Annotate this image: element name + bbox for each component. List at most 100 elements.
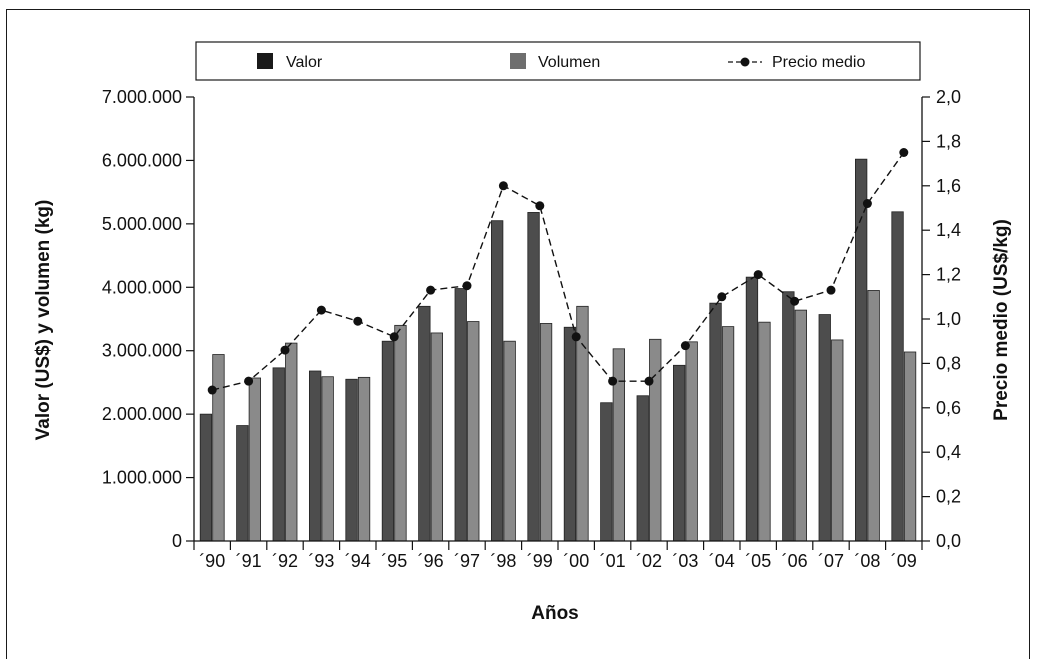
x-tick-label: ´03 xyxy=(672,551,698,571)
bar-valor xyxy=(236,425,249,542)
bar-volumen xyxy=(357,376,371,542)
price-point xyxy=(826,285,836,295)
price-point xyxy=(462,281,472,291)
price-point xyxy=(207,385,217,395)
price-point xyxy=(353,316,363,326)
bar-valor xyxy=(563,326,577,542)
bar-valor xyxy=(527,212,540,542)
left-tick-label: 4.000.000 xyxy=(102,277,182,297)
price-point xyxy=(717,292,727,302)
x-tick-label: ´08 xyxy=(854,551,880,571)
bar-valor xyxy=(381,340,395,542)
legend: Valor Volumen Precio medio xyxy=(195,41,921,81)
right-tick-label: 1,4 xyxy=(936,220,961,240)
bar-valor xyxy=(891,211,904,542)
right-tick-label: 1,6 xyxy=(936,176,961,196)
bar-volumen xyxy=(758,321,771,542)
bar-volumen xyxy=(794,309,807,542)
bar-volumen xyxy=(831,339,844,542)
x-tick-label: ´05 xyxy=(745,551,771,571)
bar-valor xyxy=(600,402,613,542)
price-point xyxy=(644,376,654,386)
bar-valor xyxy=(782,291,795,542)
price-point xyxy=(389,332,399,342)
x-tick-label: ´94 xyxy=(345,551,371,571)
chart-frame xyxy=(6,9,1030,659)
price-point xyxy=(244,376,254,386)
right-tick-label: 0,6 xyxy=(936,398,961,418)
bar-valor xyxy=(855,158,868,542)
price-point xyxy=(680,341,690,351)
price-point xyxy=(535,201,545,211)
x-tick-label: ´02 xyxy=(636,551,662,571)
bar-valor xyxy=(636,395,649,542)
left-axis-title: Valor (US$) y volumen (kg) xyxy=(33,200,54,441)
bar-valor xyxy=(709,302,722,542)
x-tick-label: ´91 xyxy=(236,551,262,571)
bar-volumen xyxy=(394,324,407,542)
legend-label-precio: Precio medio xyxy=(772,54,865,71)
right-tick-label: 0,4 xyxy=(936,442,961,462)
bar-volumen xyxy=(321,376,334,542)
x-tick-label: ´92 xyxy=(272,551,298,571)
right-tick-label: 1,8 xyxy=(936,131,961,151)
bar-valor xyxy=(418,305,431,542)
bar-valor xyxy=(345,378,358,542)
price-point xyxy=(899,148,909,157)
x-tick-label: ´96 xyxy=(418,551,444,571)
price-point xyxy=(316,305,326,315)
bar-valor xyxy=(199,413,213,542)
x-tick-label: ´98 xyxy=(490,551,516,571)
bar-valor xyxy=(272,367,285,542)
left-tick-label: 1.000.000 xyxy=(102,468,182,488)
bar-volumen xyxy=(503,340,516,542)
x-axis-title: Años xyxy=(531,603,579,624)
x-tick-label: ´95 xyxy=(381,551,407,571)
bar-volumen xyxy=(903,351,917,542)
x-tick-label: ´00 xyxy=(563,551,589,571)
bar-volumen xyxy=(867,290,880,542)
bar-volumen xyxy=(212,354,225,542)
right-tick-label: 0,0 xyxy=(936,531,961,551)
price-line xyxy=(212,152,905,391)
left-tick-label: 2.000.000 xyxy=(102,404,182,424)
bar-valor xyxy=(745,276,759,542)
legend-swatch-valor xyxy=(257,53,273,69)
x-tick-label: ´04 xyxy=(709,551,735,571)
right-tick-label: 1,0 xyxy=(936,309,961,329)
x-tick-label: ´01 xyxy=(600,551,626,571)
left-axis-ticks: 0 1.000.000 2.000.000 3.000.000 4.000.000 5.0… xyxy=(102,87,194,551)
bar-volumen xyxy=(430,332,444,542)
left-tick-label: 6.000.000 xyxy=(102,150,182,170)
legend-marker-precio xyxy=(740,57,750,67)
left-tick-label: 3.000.000 xyxy=(102,341,182,361)
left-tick-label: 5.000.000 xyxy=(102,214,182,234)
price-point xyxy=(498,181,508,191)
price-line-series xyxy=(207,148,909,395)
x-tick-label: ´97 xyxy=(454,551,480,571)
price-point xyxy=(790,296,800,306)
bar-volumen xyxy=(467,321,480,542)
x-tick-label: ´93 xyxy=(308,551,334,571)
bar-volumen xyxy=(721,326,735,542)
bar-valor xyxy=(454,288,467,542)
price-point xyxy=(426,285,436,295)
bar-volumen xyxy=(539,323,553,542)
price-point xyxy=(753,270,763,280)
bar-volumen xyxy=(248,377,262,542)
legend-swatch-volumen xyxy=(510,53,526,69)
right-tick-label: 0,2 xyxy=(936,487,961,507)
right-tick-label: 2,0 xyxy=(936,87,961,107)
x-tick-label: ´06 xyxy=(782,551,808,571)
right-axis-title: Precio medio (US$/kg) xyxy=(991,219,1012,421)
price-point xyxy=(608,376,618,386)
bar-valor xyxy=(308,370,322,542)
bar-volumen xyxy=(285,342,298,542)
x-axis-ticks: ´90 ´91 ´92 ´93 ´94 ´95 ´96 ´97 ´98 ´99 ´00 ´01 ´02 ´… xyxy=(193,541,923,571)
legend-box xyxy=(195,41,921,81)
bars xyxy=(199,158,917,542)
right-tick-label: 1,2 xyxy=(936,265,961,285)
bar-valor xyxy=(818,314,831,542)
x-tick-label: ´09 xyxy=(891,551,917,571)
